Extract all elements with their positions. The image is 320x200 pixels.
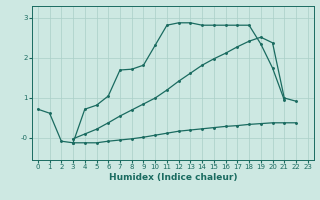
X-axis label: Humidex (Indice chaleur): Humidex (Indice chaleur)	[108, 173, 237, 182]
